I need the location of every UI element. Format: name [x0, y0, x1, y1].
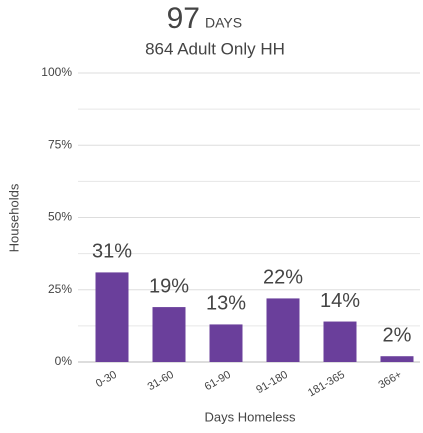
y-axis-title: Households [6, 183, 21, 252]
y-tick-label: 75% [48, 137, 72, 151]
y-tick-label: 0% [55, 354, 73, 368]
value-label: 31% [92, 241, 132, 263]
x-tick-label: 31-60 [146, 369, 176, 393]
x-tick-label: 91-180 [254, 369, 290, 397]
chart-subtitle: 864 Adult Only HH [145, 39, 285, 58]
x-tick-label: 366+ [376, 369, 403, 392]
chart-title-unit: DAYS [205, 15, 242, 31]
x-axis-title: Days Homeless [204, 409, 296, 424]
y-tick-label: 50% [48, 210, 72, 224]
y-tick-label: 25% [48, 282, 72, 296]
chart-title: 97 [167, 2, 200, 35]
bar [209, 324, 243, 362]
value-label: 22% [263, 267, 303, 289]
x-tick-label: 0-30 [94, 369, 119, 390]
x-tick-label: 181-365 [306, 369, 347, 400]
y-tick-label: 100% [41, 65, 72, 79]
bar [380, 356, 414, 362]
bar [152, 307, 186, 362]
value-label: 13% [206, 293, 246, 315]
value-label: 14% [320, 290, 360, 312]
value-label: 2% [383, 325, 412, 347]
x-tick-label: 61-90 [203, 369, 233, 393]
bar [95, 272, 129, 362]
bar [266, 298, 300, 362]
bar [323, 321, 357, 362]
value-label: 19% [149, 275, 189, 297]
